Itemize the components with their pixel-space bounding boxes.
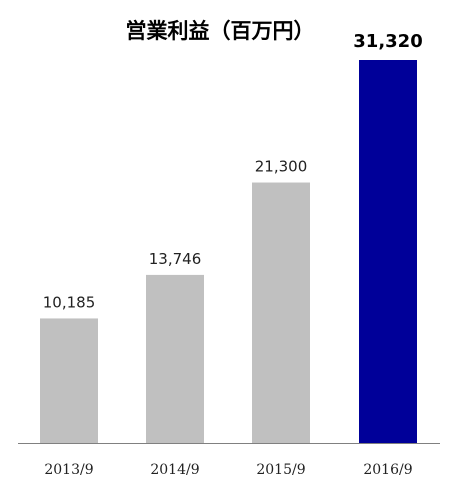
bar-2014/9 (146, 274, 204, 443)
x-tick-labels-layer: 2013/9 2014/9 2015/9 2016/9 (44, 462, 412, 478)
chart-title: 営業利益（百万円） (126, 19, 315, 43)
bar-2015/9 (252, 182, 310, 444)
value-label-2014/9: 13,746 (149, 250, 202, 268)
x-tick-label-2016/9: 2016/9 (363, 462, 412, 478)
bar-2016/9 (359, 60, 417, 443)
value-label-2015/9: 21,300 (255, 158, 308, 176)
value-label-2013/9: 10,185 (43, 293, 96, 311)
x-tick-label-2013/9: 2013/9 (44, 462, 93, 478)
bars-layer (40, 60, 417, 444)
x-tick-label-2015/9: 2015/9 (256, 462, 305, 478)
value-labels-layer: 10,185 13,746 21,300 31,320 (43, 31, 423, 311)
bar-2013/9 (40, 318, 98, 443)
value-label-2016/9: 31,320 (353, 31, 422, 52)
x-tick-label-2014/9: 2014/9 (150, 462, 199, 478)
